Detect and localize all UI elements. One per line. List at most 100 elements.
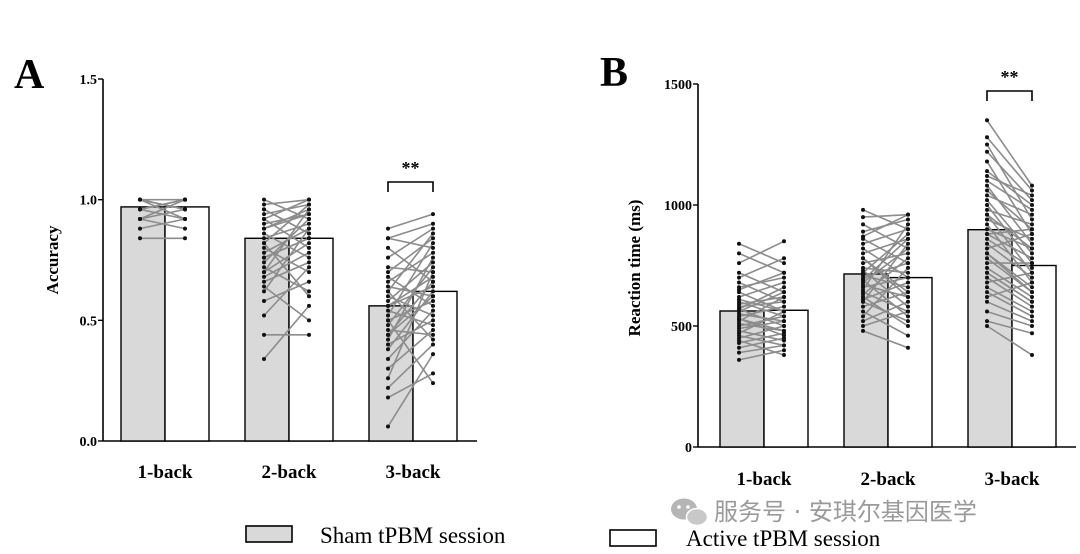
- significance-bracket: [986, 90, 1033, 101]
- paired-line: [986, 119, 1033, 187]
- paired-lines: [138, 197, 187, 241]
- y-axis-title-b: Reaction time (ms): [625, 200, 644, 337]
- point-sham: [985, 217, 989, 222]
- paired-line: [387, 295, 434, 336]
- point-active: [1030, 256, 1034, 261]
- paired-line: [263, 218, 310, 249]
- paired-line: [263, 242, 310, 297]
- point-sham: [861, 234, 865, 239]
- point-active: [1030, 212, 1034, 217]
- point-active: [431, 212, 435, 217]
- paired-line: [387, 271, 434, 379]
- point-active: [1030, 203, 1034, 207]
- point-active: [431, 337, 435, 342]
- paired-line: [862, 257, 909, 298]
- point-sham: [262, 255, 266, 260]
- point-active: [431, 342, 435, 347]
- paired-line: [986, 209, 1033, 226]
- point-sham: [386, 299, 390, 304]
- point-sham: [262, 260, 266, 265]
- point-active: [307, 289, 311, 294]
- paired-line: [263, 237, 310, 259]
- point-sham: [386, 294, 390, 299]
- point-active: [906, 314, 910, 319]
- point-active: [1030, 353, 1034, 358]
- point-sham: [386, 313, 390, 318]
- y-tick-label: 1.5: [80, 73, 98, 88]
- point-sham: [861, 207, 865, 212]
- point-sham: [262, 236, 266, 241]
- paired-line: [986, 272, 1033, 303]
- point-active: [782, 275, 786, 280]
- paired-line: [862, 238, 909, 264]
- point-sham: [985, 188, 989, 193]
- paired-line: [862, 267, 909, 317]
- paired-line: [738, 317, 785, 332]
- point-active: [307, 236, 311, 241]
- point-sham: [262, 212, 266, 217]
- point-active: [1030, 290, 1034, 295]
- paired-line: [387, 300, 434, 322]
- point-active: [431, 231, 435, 236]
- point-sham: [985, 324, 989, 328]
- point-active: [307, 245, 311, 250]
- point-active: [307, 216, 311, 221]
- point-active: [431, 327, 435, 332]
- point-active: [431, 323, 435, 328]
- point-sham: [985, 222, 989, 227]
- point-active: [782, 299, 786, 304]
- paired-line: [387, 343, 434, 389]
- point-active: [1030, 261, 1034, 266]
- point-active: [906, 294, 910, 299]
- point-sham: [386, 265, 390, 270]
- point-sham: [737, 241, 741, 246]
- point-active: [1030, 241, 1034, 246]
- paired-line: [263, 285, 310, 321]
- point-sham: [861, 309, 865, 314]
- point-sham: [985, 207, 989, 212]
- point-sham: [262, 270, 266, 275]
- paired-line: [862, 310, 909, 337]
- y-tick-label: 0: [685, 441, 692, 456]
- legend: Sham tPBM session Active tPBM session: [245, 523, 881, 551]
- point-sham: [262, 197, 266, 202]
- y-axis-title-a: Accuracy: [43, 225, 62, 294]
- point-active: [906, 256, 910, 261]
- paired-line: [387, 310, 434, 360]
- paired-lines: [861, 207, 910, 350]
- paired-line: [387, 266, 434, 326]
- point-active: [782, 319, 786, 324]
- point-active: [782, 304, 786, 309]
- paired-line: [862, 213, 909, 218]
- paired-line: [263, 203, 310, 244]
- paired-line: [862, 281, 909, 301]
- point-sham: [386, 289, 390, 294]
- point-sham: [386, 303, 390, 308]
- y-tick-label: 0.0: [80, 435, 98, 450]
- point-sham: [861, 246, 865, 251]
- point-sham: [861, 261, 865, 266]
- point-active: [782, 239, 786, 244]
- point-sham: [985, 319, 989, 324]
- point-active: [906, 236, 910, 241]
- point-active: [906, 299, 910, 304]
- y-tick-label: 1000: [664, 199, 692, 214]
- point-active: [906, 251, 910, 256]
- point-sham: [386, 318, 390, 323]
- point-sham: [262, 216, 266, 221]
- point-sham: [861, 304, 865, 309]
- paired-line: [139, 218, 186, 230]
- point-active: [782, 314, 786, 319]
- point-active: [906, 227, 910, 232]
- point-active: [1030, 227, 1034, 232]
- category-label: 3-back: [386, 462, 441, 483]
- point-sham: [138, 236, 142, 241]
- paired-line: [862, 262, 909, 279]
- paired-line: [387, 319, 434, 384]
- point-active: [906, 319, 910, 324]
- point-sham: [985, 236, 989, 241]
- paired-line: [263, 261, 310, 283]
- point-active: [1030, 314, 1034, 319]
- point-sham: [386, 236, 390, 241]
- point-sham: [985, 261, 989, 266]
